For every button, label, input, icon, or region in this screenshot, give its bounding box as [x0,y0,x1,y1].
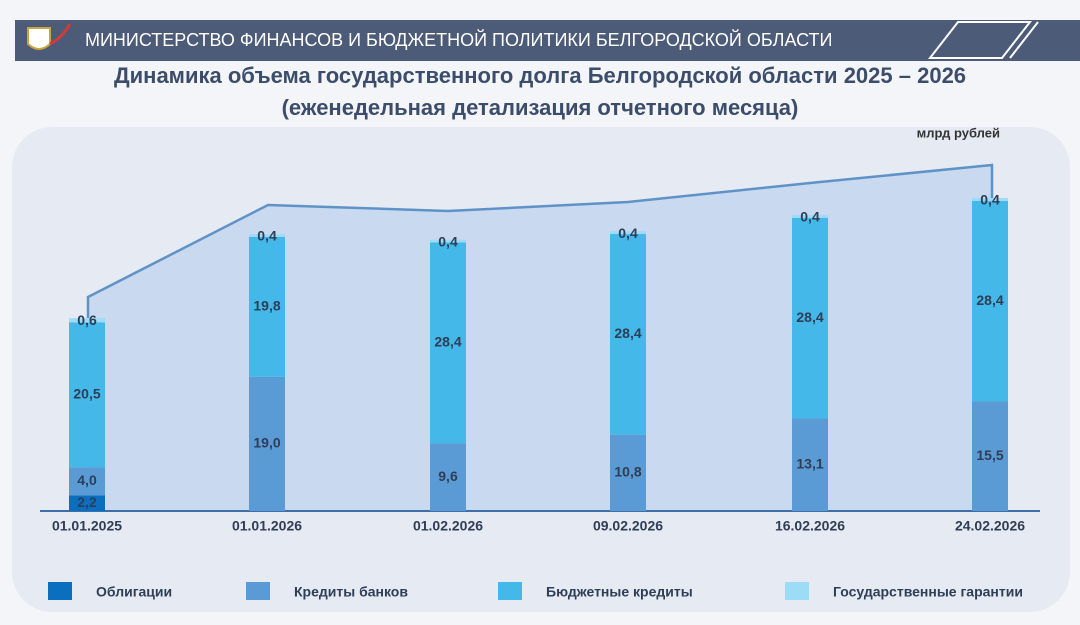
value-label: 19,8 [253,298,280,314]
emblem-ribbon [49,23,72,46]
x-tick-label: 01.01.2025 [52,518,122,534]
legend-swatch [48,582,72,600]
value-label: 20,5 [73,385,100,401]
x-tick-label: 01.02.2026 [413,518,483,534]
bar-segment [972,198,1008,201]
chart-subtitle: (еженедельная детализация отчетного меся… [282,95,799,120]
legend-swatch [498,582,522,600]
bar-segment [69,495,105,511]
value-label: 19,0 [253,435,280,451]
value-label: 28,4 [614,325,641,341]
bar-segment [249,236,285,377]
header-decoration [1009,21,1039,59]
x-tick-label: 16.02.2026 [775,518,845,534]
legend-label: Облигации [96,584,172,600]
value-label: 28,4 [976,292,1003,308]
bar-segment [430,443,466,511]
x-tick-label: 01.01.2026 [232,518,302,534]
bar-segment [792,418,828,511]
legend-swatch [246,582,270,600]
legend-label: Государственные гарантии [833,584,1023,600]
bar-segment [972,200,1008,402]
value-label: 0,4 [618,225,638,241]
value-label: 10,8 [614,464,641,480]
value-label: 13,1 [796,455,823,471]
value-label: 0,4 [800,209,820,225]
header-decoration [927,21,1033,59]
bar-segment [69,467,105,496]
value-label: 15,5 [976,447,1003,463]
bar-segment [792,214,828,218]
value-label: 0,4 [438,233,458,249]
plot: 2,2 4,0 20,5 0,6 01.01.2025 19,0 19,8 0,4 01.01.… [48,192,1025,600]
emblem [27,27,51,50]
bar-segment [430,239,466,243]
trend-line [86,163,994,318]
value-label: 28,4 [434,334,461,350]
bar-segment [610,231,646,235]
legend-swatch [785,582,809,600]
header-bar [15,20,1080,61]
value-label: 4,0 [77,472,97,488]
bar-segment [69,318,105,323]
legend-label: Кредиты банков [294,584,408,600]
value-label: 0,4 [257,228,277,244]
bar-segment [610,234,646,435]
value-label: 9,6 [438,468,458,484]
unit-label: млрд рублей [917,125,1000,140]
bar-segment [610,434,646,511]
x-tick-label: 24.02.2026 [955,518,1025,534]
value-label: 0,4 [980,192,1000,208]
x-tick-label: 09.02.2026 [593,518,663,534]
bar-segment [430,242,466,444]
header-title: МИНИСТЕРСТВО ФИНАНСОВ И БЮДЖЕТНОЙ ПОЛИТИ… [85,29,832,50]
chart-title: Динамика объема государственного долга Б… [114,63,966,88]
bar-segment [249,376,285,511]
bar-segment [249,234,285,237]
bar-segment [69,322,105,468]
value-label: 0,6 [77,312,97,328]
value-label: 2,2 [77,494,97,510]
value-label: 28,4 [796,309,823,325]
legend-label: Бюджетные кредиты [546,584,693,600]
bar-segment [972,401,1008,511]
trend-area [88,165,992,511]
bar-segment [792,217,828,419]
